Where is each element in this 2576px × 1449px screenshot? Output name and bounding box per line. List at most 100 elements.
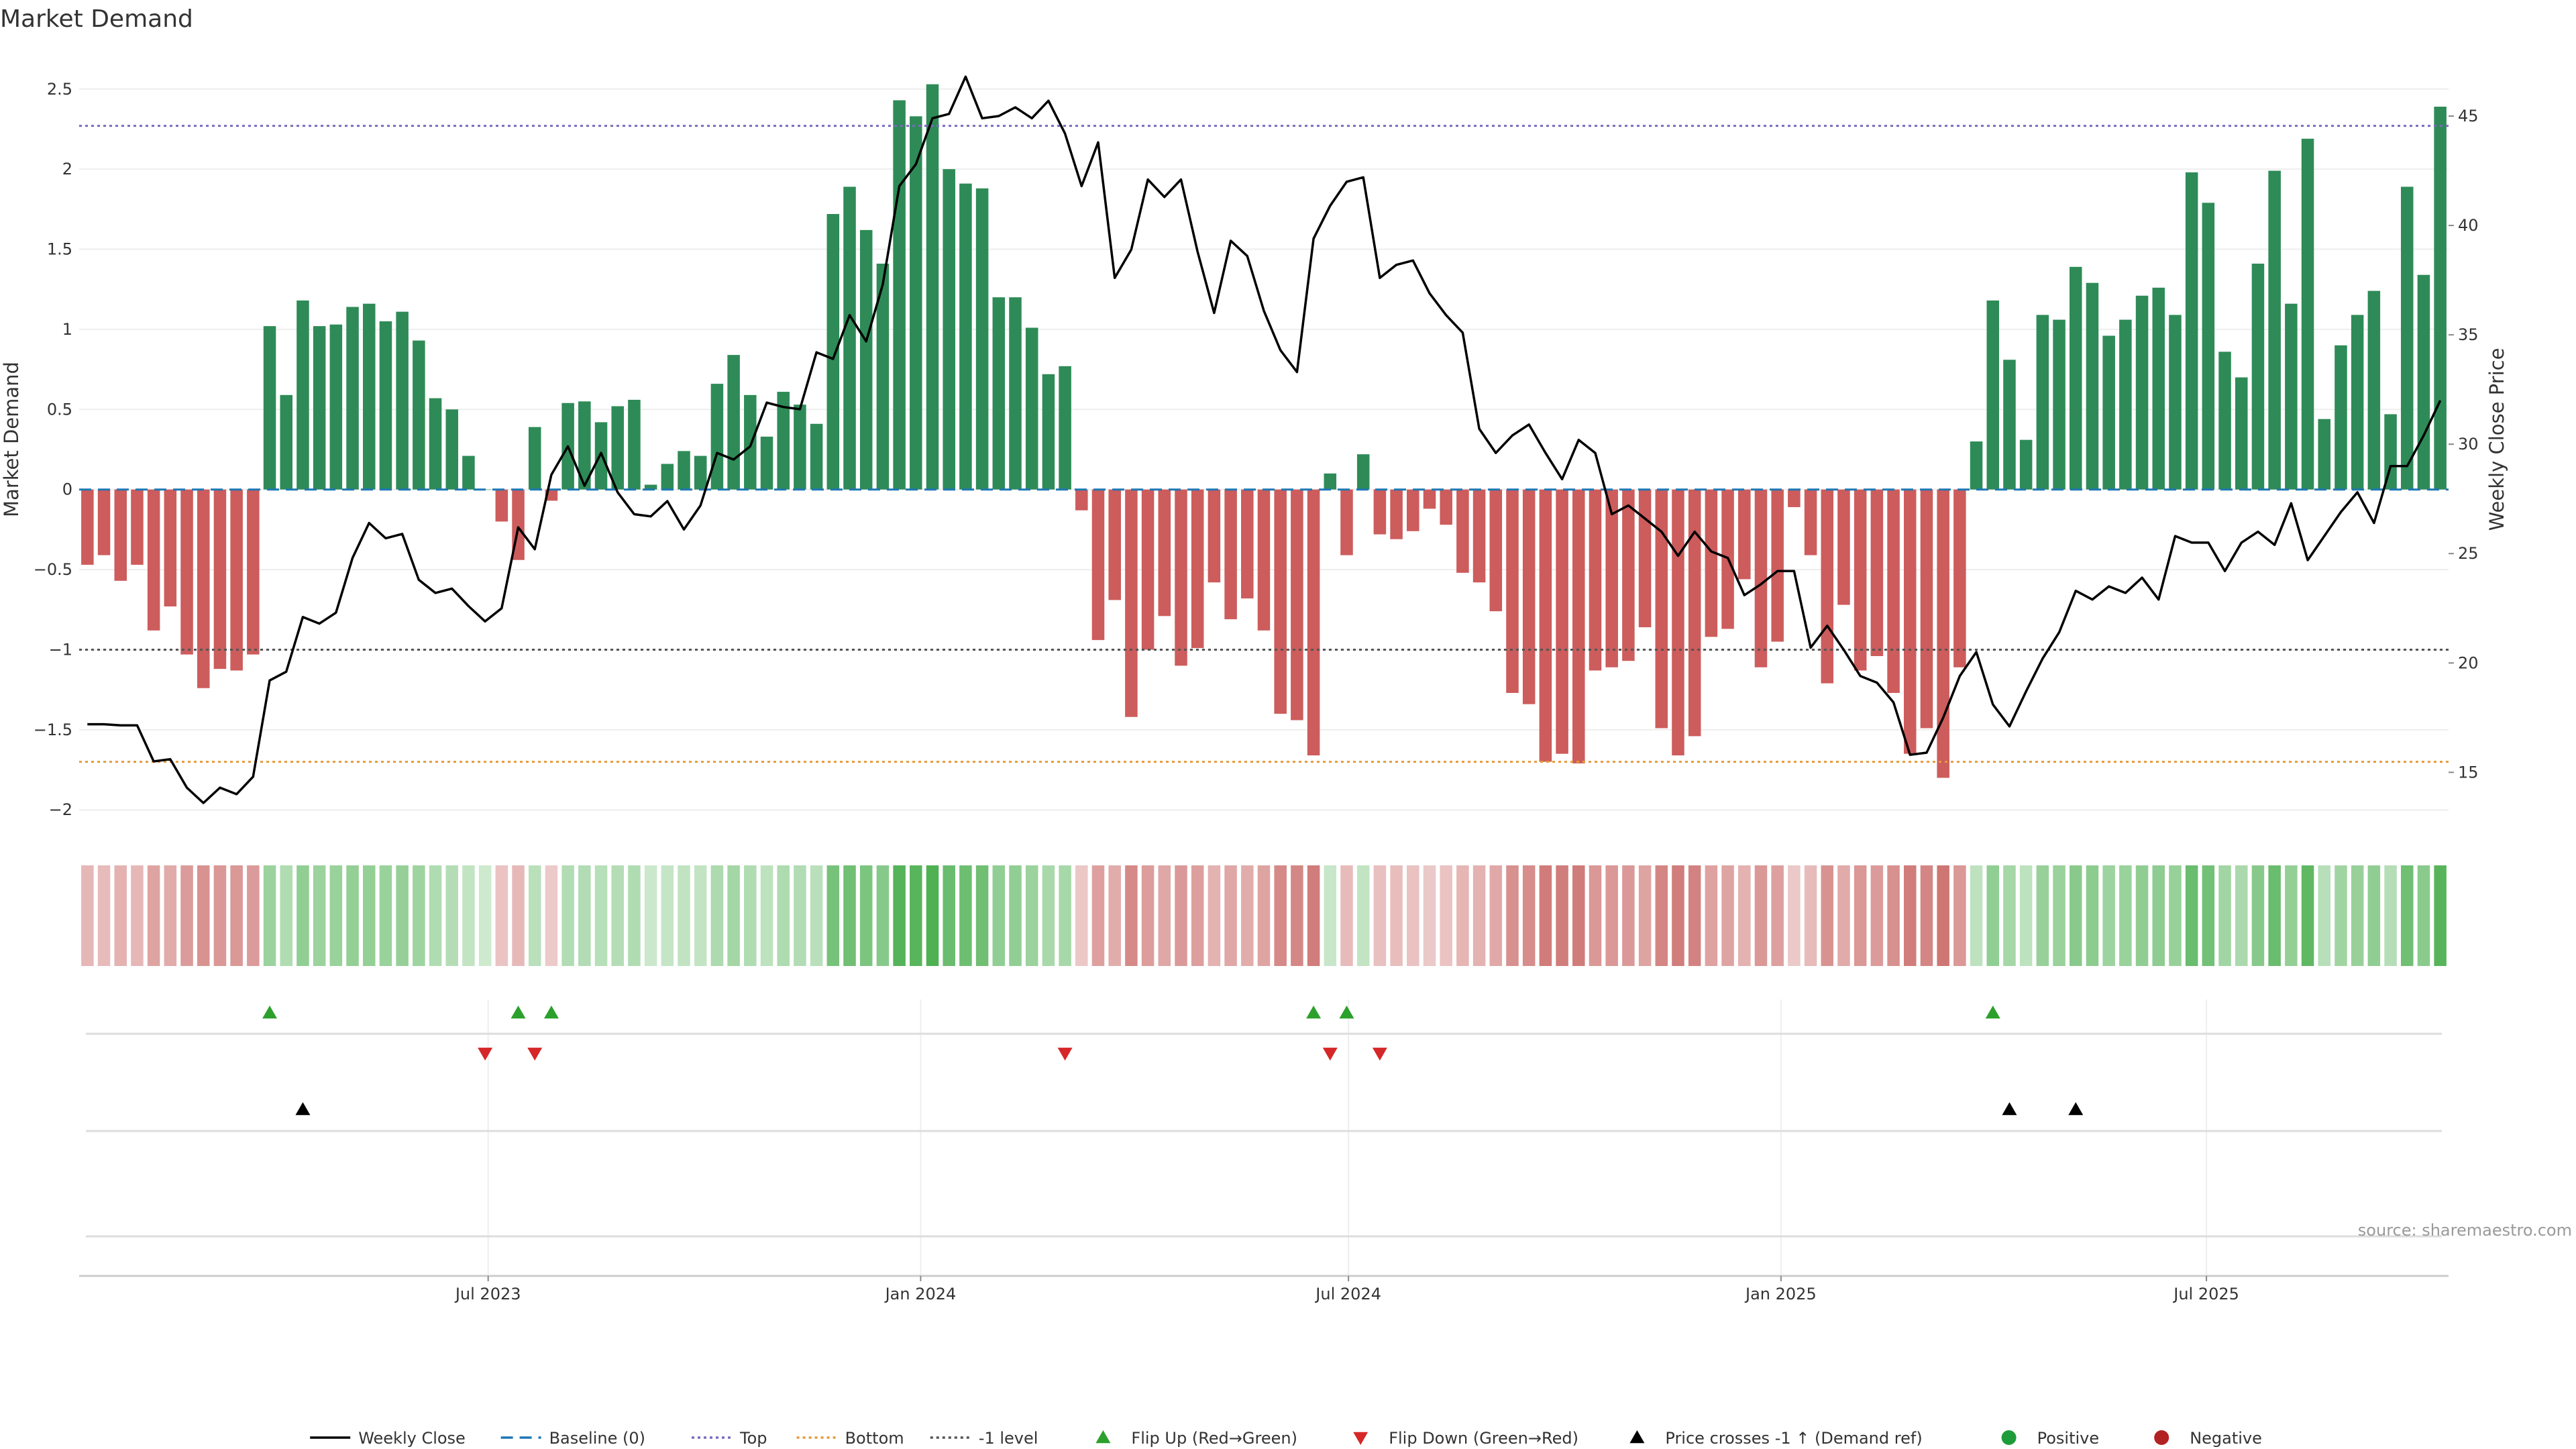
legend-item: -1 level xyxy=(930,1429,1038,1448)
heat-cell xyxy=(1075,865,1088,966)
heat-cell xyxy=(1672,865,1684,966)
demand-bar xyxy=(1804,489,1817,555)
heat-cell xyxy=(1125,865,1138,966)
legend-swatch xyxy=(1353,1432,1368,1445)
legend-swatch xyxy=(2001,1430,2017,1445)
demand-bar xyxy=(1059,366,1071,490)
heat-cell xyxy=(2053,865,2065,966)
demand-bar xyxy=(1257,489,1271,631)
heat-cell xyxy=(2251,865,2265,966)
heat-cell xyxy=(1688,865,1701,966)
demand-bar xyxy=(2367,290,2381,490)
heat-cell xyxy=(1539,865,1552,966)
heat-cell xyxy=(1705,865,1718,966)
demand-bar xyxy=(297,300,309,490)
heat-cell xyxy=(2070,865,2082,966)
heat-cell xyxy=(1407,865,1419,966)
demand-bar xyxy=(1754,489,1768,667)
heat-cell xyxy=(528,865,541,966)
demand-bar xyxy=(1655,489,1668,729)
heat-cell xyxy=(943,865,955,966)
heat-cell xyxy=(678,865,690,966)
demand-heatstrip xyxy=(81,865,2447,966)
demand-bar xyxy=(794,405,806,490)
heat-cell xyxy=(1804,865,1817,966)
heat-cell xyxy=(1423,865,1436,966)
heat-cell xyxy=(1622,865,1635,966)
demand-bar xyxy=(1522,489,1536,704)
heat-cell xyxy=(2285,865,2298,966)
demand-bars xyxy=(81,84,2447,778)
heat-cell xyxy=(1340,865,1353,966)
demand-bar xyxy=(1025,327,1038,490)
heat-cell xyxy=(1721,865,1734,966)
axes: −2 −1.5 −1 −0.5 0 0.5 1 1.5 2 2.5 15 20 25 30 35 40 45 xyxy=(34,80,2479,819)
heat-cell xyxy=(578,865,591,966)
demand-bar xyxy=(2434,107,2447,490)
demand-bar xyxy=(1821,489,1834,684)
heat-cell xyxy=(147,865,160,966)
heat-cell xyxy=(429,865,442,966)
flip-up-marker xyxy=(1306,1006,1322,1019)
demand-bar xyxy=(1705,489,1718,637)
heat-cell xyxy=(727,865,740,966)
heat-cell xyxy=(628,865,641,966)
demand-bar xyxy=(81,489,94,565)
heat-cell xyxy=(644,865,657,966)
demand-bar xyxy=(2119,319,2132,490)
demand-bar xyxy=(943,169,955,490)
y2-axis-title: Weekly Close Price xyxy=(2485,348,2508,531)
demand-bar xyxy=(2086,282,2099,490)
demand-bar xyxy=(826,214,840,490)
legend-item: Price crosses -1 ↑ (Demand ref) xyxy=(1629,1429,1923,1448)
price-cross-marker xyxy=(295,1102,311,1116)
demand-bar xyxy=(876,264,890,490)
heat-cell xyxy=(297,865,309,966)
demand-bar xyxy=(180,489,193,655)
flip-down-marker xyxy=(478,1047,493,1061)
heat-cell xyxy=(744,865,757,966)
demand-bar xyxy=(2417,274,2430,490)
demand-bar xyxy=(926,84,939,490)
demand-bar xyxy=(263,326,276,490)
legend-item: Baseline (0) xyxy=(500,1429,645,1448)
heat-cell xyxy=(2301,865,2314,966)
heat-cell xyxy=(2318,865,2331,966)
y-tick-label: −1 xyxy=(49,640,72,659)
demand-bar xyxy=(1125,489,1138,717)
demand-bar xyxy=(1042,374,1055,490)
heat-cell xyxy=(2086,865,2099,966)
y-tick-label: 1.5 xyxy=(47,240,72,259)
heat-cell xyxy=(1042,865,1055,966)
heat-cell xyxy=(859,865,873,966)
heat-cell xyxy=(1904,865,1917,966)
heat-cell xyxy=(2334,865,2347,966)
heat-cell xyxy=(1986,865,2000,966)
heat-cell xyxy=(694,865,707,966)
heat-cell xyxy=(843,865,856,966)
demand-bar xyxy=(413,340,425,490)
grid-layer xyxy=(79,88,2449,1276)
demand-bar xyxy=(396,311,409,490)
heat-cell xyxy=(1108,865,1121,966)
heat-cell xyxy=(1589,865,1602,966)
demand-bar xyxy=(1274,489,1287,714)
heat-cell xyxy=(1158,865,1171,966)
flip-up-marker xyxy=(543,1006,559,1019)
heat-cell xyxy=(1141,865,1155,966)
demand-bar xyxy=(1407,489,1419,531)
heat-cell xyxy=(1556,865,1568,966)
y-tick-label: −2 xyxy=(49,800,72,819)
demand-bar xyxy=(1738,489,1751,580)
heat-cell xyxy=(545,865,558,966)
heat-cell xyxy=(1738,865,1751,966)
demand-bar xyxy=(2384,414,2397,490)
demand-bar xyxy=(2218,352,2231,490)
heat-cell xyxy=(777,865,790,966)
heat-cell xyxy=(1324,865,1337,966)
price-cross-marker xyxy=(2068,1102,2084,1116)
heat-cell xyxy=(2019,865,2033,966)
source-note: source: sharemaestro.com xyxy=(2358,1221,2572,1240)
heat-cell xyxy=(2367,865,2381,966)
demand-bar xyxy=(1837,489,1850,605)
